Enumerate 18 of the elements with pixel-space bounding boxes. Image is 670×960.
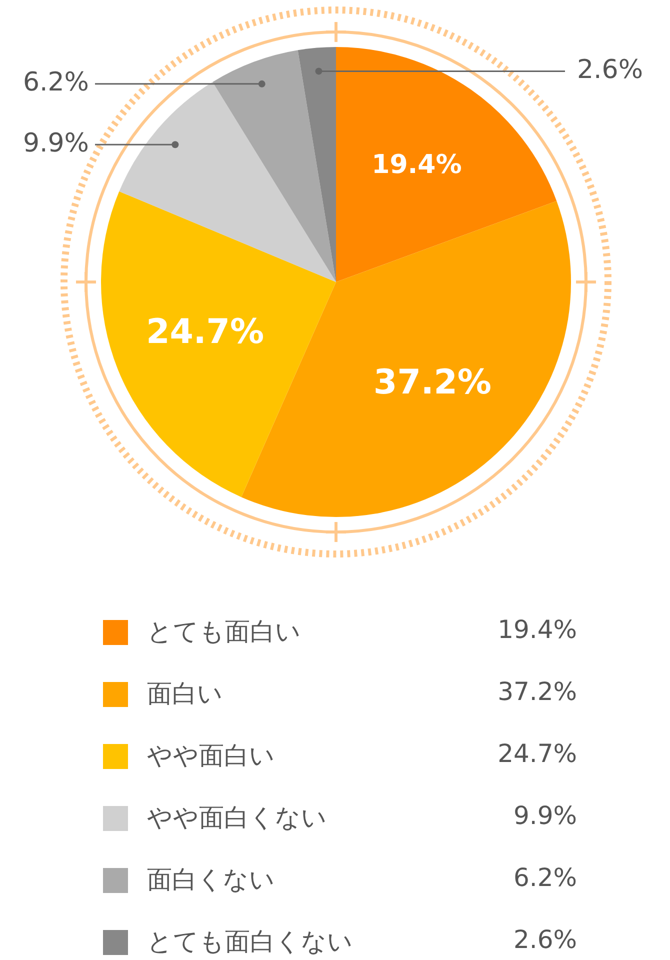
- text: 6.2%: [513, 863, 577, 892]
- data-label: 2.6%: [577, 54, 644, 85]
- text: 2.6%: [513, 925, 577, 954]
- legend-label: 面白い: [147, 678, 223, 710]
- legend-label: とても面白くない: [147, 926, 353, 958]
- data-label: 9.9%: [22, 128, 89, 158]
- legend-label: やや面白くない: [147, 802, 327, 834]
- data-label: 6.2%: [22, 68, 89, 98]
- legend-label: とても面白い: [147, 616, 301, 648]
- legend-label: 面白くない: [147, 864, 275, 896]
- data-label: 19.4%: [372, 150, 462, 180]
- text: 9.9%: [513, 801, 577, 830]
- text: 24.7%: [498, 739, 577, 768]
- text: 37.2%: [498, 677, 577, 706]
- legend-label: やや面白い: [147, 740, 275, 772]
- text: 19.4%: [498, 615, 577, 644]
- data-label: 37.2%: [374, 362, 492, 403]
- data-label: 24.7%: [146, 312, 264, 352]
